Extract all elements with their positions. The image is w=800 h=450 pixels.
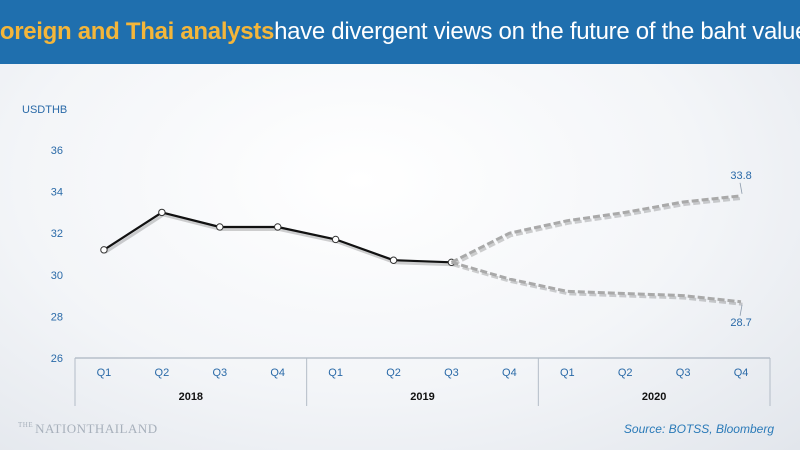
y-tick-label: 36	[51, 145, 63, 157]
y-tick-label: 26	[51, 353, 63, 365]
y-tick-label: 34	[51, 187, 63, 199]
year-label: 2020	[642, 391, 666, 403]
x-tick-label: Q3	[212, 367, 227, 379]
y-tick-label: 30	[51, 270, 63, 282]
data-point	[274, 223, 282, 231]
x-tick-label: Q1	[328, 367, 343, 379]
nation-thailand-logo: THE NATIONTHAILAND	[18, 421, 158, 437]
x-tick-label: Q2	[618, 367, 633, 379]
data-label: 28.7	[730, 317, 751, 329]
y-tick-label: 32	[51, 228, 63, 240]
year-label: 2019	[410, 391, 434, 403]
annotation-leader	[739, 304, 743, 316]
annotation-leader	[739, 182, 743, 194]
x-tick-label: Q3	[676, 367, 691, 379]
series-line-shadow	[452, 196, 743, 267]
forecast-line	[450, 194, 742, 264]
x-tick-label: Q1	[560, 367, 575, 379]
logo-text: NATIONTHAILAND	[35, 421, 158, 436]
x-tick-label: Q2	[386, 367, 401, 379]
data-point	[100, 246, 108, 254]
series-line-shadow	[104, 213, 454, 267]
x-tick-label: Q3	[444, 367, 459, 379]
headline-banner: Foreign and Thai analysts have divergent…	[0, 0, 800, 64]
x-tick-label: Q2	[155, 367, 170, 379]
year-label: 2018	[179, 391, 203, 403]
series-line-shadow	[452, 263, 743, 306]
forecast-line	[451, 260, 742, 304]
x-tick-label: Q4	[734, 367, 749, 379]
data-point	[158, 208, 166, 217]
data-point	[331, 235, 340, 244]
headline-rest: have divergent views on the future of th…	[274, 18, 800, 45]
data-point	[216, 223, 224, 231]
source-note: Source: BOTSS, Bloomberg	[623, 422, 774, 436]
x-tick-label: Q1	[97, 367, 112, 379]
data-label: 33.8	[730, 170, 751, 182]
x-tick-label: Q4	[502, 367, 517, 379]
headline-accent: Foreign and Thai analysts	[0, 18, 275, 45]
data-point	[389, 256, 398, 264]
x-tick-label: Q4	[270, 367, 285, 379]
y-axis-label: USDTHB	[22, 104, 67, 116]
y-tick-label: 28	[51, 311, 63, 323]
logo-prefix: THE	[18, 421, 34, 429]
